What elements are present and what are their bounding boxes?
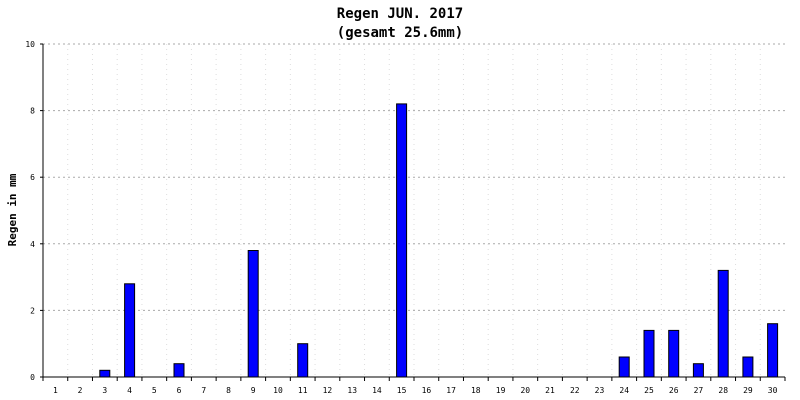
x-tick-label: 17 [446, 386, 456, 395]
x-tick-label: 13 [347, 386, 357, 395]
x-tick-label: 6 [177, 386, 182, 395]
bar-day-6 [173, 363, 185, 378]
x-tick-label: 10 [273, 386, 283, 395]
bar-day-26 [668, 329, 680, 378]
y-tick-label: 8 [30, 107, 35, 116]
x-tick-label: 7 [201, 386, 206, 395]
y-tick-label: 10 [25, 40, 35, 49]
x-tick-label: 22 [570, 386, 580, 395]
y-tick-label: 6 [30, 173, 35, 182]
x-tick-label: 1 [53, 386, 58, 395]
x-tick-label: 11 [298, 386, 308, 395]
y-axis-label: Regen in mm [6, 173, 19, 246]
bar-day-28 [717, 269, 729, 378]
x-tick-label: 25 [644, 386, 654, 395]
x-tick-label: 19 [496, 386, 506, 395]
x-tick-label: 29 [743, 386, 753, 395]
x-tick-label: 2 [78, 386, 83, 395]
x-tick-label: 5 [152, 386, 157, 395]
bar-day-25 [643, 329, 655, 378]
x-tick-label: 27 [694, 386, 704, 395]
y-tick-label: 4 [30, 240, 35, 249]
x-tick-label: 18 [471, 386, 481, 395]
x-tick-label: 26 [669, 386, 679, 395]
x-tick-label: 3 [102, 386, 107, 395]
bar-day-24 [618, 356, 630, 378]
x-tick-label: 9 [251, 386, 256, 395]
grid-lines [43, 43, 785, 377]
bar-day-27 [692, 363, 704, 378]
chart-title: Regen JUN. 2017 [337, 6, 463, 22]
x-tick-label: 8 [226, 386, 231, 395]
bar-day-29 [742, 356, 754, 378]
x-tick-label: 30 [768, 386, 778, 395]
x-tick-label: 20 [520, 386, 530, 395]
chart-subtitle: (gesamt 25.6mm) [337, 25, 463, 41]
x-tick-label: 14 [372, 386, 382, 395]
x-tick-label: 24 [619, 386, 629, 395]
x-tick-label: 4 [127, 386, 132, 395]
axes [40, 43, 786, 381]
x-tick-label: 28 [718, 386, 728, 395]
x-tick-label: 12 [323, 386, 333, 395]
x-tick-label: 23 [595, 386, 605, 395]
x-tick-label: 16 [422, 386, 432, 395]
bar-day-9 [247, 250, 259, 378]
y-tick-labels: 0 2 4 6 8 10 [25, 40, 35, 382]
bar-day-15 [396, 103, 408, 378]
y-tick-label: 2 [30, 306, 35, 315]
x-tick-labels: 1 2 3 4 5 6 7 8 9 10 11 12 13 14 15 16 17 18 19 20 21 22 23 24 2… [53, 386, 778, 395]
y-tick-label: 0 [30, 373, 35, 382]
bar-day-3 [99, 369, 111, 378]
x-tick-label: 15 [397, 386, 407, 395]
bar-day-30 [767, 323, 779, 378]
bar-day-11 [297, 343, 309, 378]
bar-day-4 [124, 283, 136, 378]
x-tick-label: 21 [545, 386, 555, 395]
